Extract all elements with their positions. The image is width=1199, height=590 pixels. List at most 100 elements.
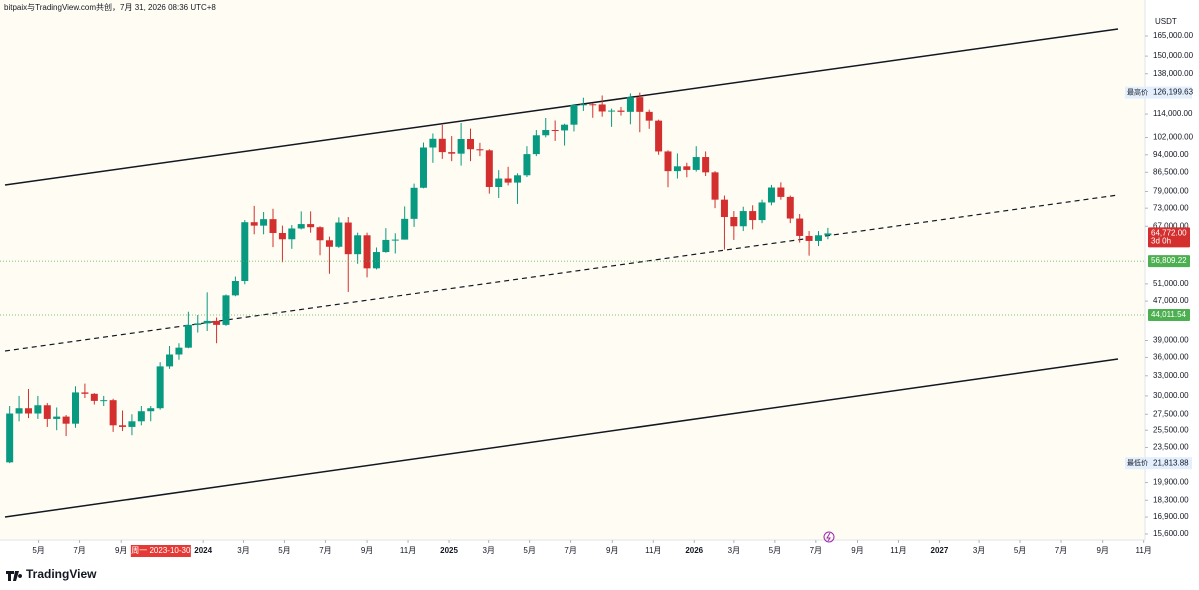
x-tick-label: 5月 <box>1014 546 1026 555</box>
extreme-name: 最低价 <box>1127 458 1148 467</box>
x-tick-label: 7月 <box>319 546 331 555</box>
header: bitpaix与TradingView.com共创，7月 31, 2026 08… <box>4 2 216 12</box>
x-tick-label: 3月 <box>728 546 740 555</box>
y-tick-label: 30,000.00 <box>1153 391 1189 400</box>
x-tick-label: 2027 <box>931 546 949 555</box>
candle-body <box>673 166 681 172</box>
candle-body <box>495 178 503 187</box>
candle-body <box>814 235 822 241</box>
candle-body <box>767 187 775 203</box>
candle-body <box>467 138 475 150</box>
candle-body <box>372 252 380 269</box>
extreme-label: 21,813.88 <box>1153 458 1189 467</box>
candle-body <box>730 217 738 227</box>
price-tag-label: 56,809.22 <box>1151 256 1187 265</box>
candle-body <box>316 227 324 241</box>
candle-body <box>636 97 644 112</box>
y-tick-label: 73,000.00 <box>1153 203 1189 212</box>
candle-body <box>24 408 32 414</box>
channel-upper <box>4 28 1119 186</box>
plot-background <box>0 0 1145 540</box>
candle-body <box>260 219 268 226</box>
last-price-label: 64,772.00 <box>1151 229 1187 238</box>
candle-body <box>664 151 672 172</box>
y-tick-label: 33,000.00 <box>1153 371 1189 380</box>
event-icon[interactable] <box>823 531 835 543</box>
extreme-tag <box>1125 457 1192 470</box>
candle-body <box>53 416 61 419</box>
channel-lower <box>4 358 1119 518</box>
candle-body <box>655 120 663 152</box>
candle-body <box>589 104 597 106</box>
candle-body <box>156 366 164 409</box>
candle-body <box>749 211 757 221</box>
candle-body <box>231 280 239 296</box>
y-tick-label: 138,000.00 <box>1153 69 1194 78</box>
extreme-tag <box>1125 86 1192 99</box>
candle-body <box>692 157 700 170</box>
channel-mid <box>4 194 1119 352</box>
y-tick-label: 86,500.00 <box>1153 167 1189 176</box>
y-tick-label: 102,000.00 <box>1153 133 1194 142</box>
candle-body <box>382 239 390 253</box>
candle-body <box>401 218 409 240</box>
candle-body <box>485 150 493 187</box>
candle-body <box>175 347 183 355</box>
candle-body <box>805 235 813 241</box>
candle-body <box>62 416 70 424</box>
candle-body <box>514 175 522 183</box>
candle-body <box>194 323 202 325</box>
candle-body <box>344 222 352 255</box>
y-tick-label: 19,900.00 <box>1153 478 1189 487</box>
candle-body <box>777 187 785 197</box>
candle-body <box>278 232 286 240</box>
candle-body <box>15 408 23 414</box>
y-tick-label: 15,600.00 <box>1153 529 1189 538</box>
candle-body <box>43 405 51 419</box>
x-tick-label: 3月 <box>237 546 249 555</box>
candle-body <box>579 104 587 106</box>
extreme-label: 126,199.63 <box>1153 88 1194 97</box>
y-tick-label: 79,000.00 <box>1153 187 1189 196</box>
x-tick-label: 3月 <box>973 546 985 555</box>
x-tick-label: 5月 <box>769 546 781 555</box>
candle-body <box>645 111 653 121</box>
y-tick-label: 47,000.00 <box>1153 296 1189 305</box>
x-tick-label: 9月 <box>361 546 373 555</box>
candle-body <box>109 400 117 426</box>
candle-body <box>711 172 719 200</box>
price-tag <box>1148 308 1190 321</box>
last-price-countdown: 3d 0h <box>1151 237 1171 246</box>
candle-body <box>363 235 371 269</box>
candle-body <box>137 411 145 422</box>
y-tick-label: 23,500.00 <box>1153 443 1189 452</box>
candle-body <box>325 240 333 247</box>
candle-body <box>34 405 42 414</box>
price-tag-label: 44,011.54 <box>1151 310 1187 319</box>
candle-body <box>128 421 136 427</box>
x-tick-label: 9月 <box>851 546 863 555</box>
candle-body <box>824 233 832 236</box>
candle-body <box>203 320 211 324</box>
price-tag <box>1148 255 1190 268</box>
x-tick-label: 7月 <box>1055 546 1067 555</box>
extreme-name: 最高价 <box>1127 87 1148 96</box>
candle-body <box>241 222 249 281</box>
candle-body <box>476 149 484 151</box>
x-tick-label: 5月 <box>32 546 44 555</box>
logo-text: TradingView <box>26 567 97 581</box>
x-tick-label: 9月 <box>606 546 618 555</box>
candle-body <box>429 138 437 148</box>
y-tick-label: 39,000.00 <box>1153 336 1189 345</box>
candle-body <box>542 130 550 136</box>
y-tick-label: 114,000.00 <box>1153 109 1193 118</box>
logo-icon <box>6 571 23 581</box>
candle-body <box>457 138 465 154</box>
x-tick-label: 11月 <box>645 546 661 555</box>
x-tick-label: 2026 <box>685 546 703 555</box>
candle-body <box>222 295 230 325</box>
candle-body <box>570 104 578 125</box>
x-tick-label: 11月 <box>1136 546 1152 555</box>
crosshair-label: 周一 2023-10-30 <box>131 546 191 555</box>
x-tick-label: 9月 <box>115 546 127 555</box>
